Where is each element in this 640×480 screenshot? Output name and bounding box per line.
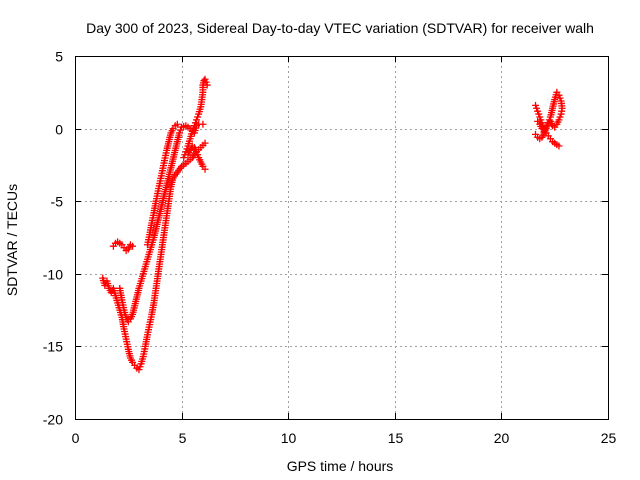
chart-title: Day 300 of 2023, Sidereal Day-to-day VTE…	[86, 20, 594, 36]
data-point-marker	[199, 120, 207, 128]
grid-layer	[75, 56, 608, 419]
x-tick-label: 5	[179, 430, 187, 446]
data-point-marker	[173, 120, 181, 128]
y-tick-label: -10	[43, 267, 63, 283]
data-point-marker	[201, 165, 209, 173]
y-axis-title: SDTVAR / TECUs	[4, 184, 20, 296]
x-tick-label: 10	[281, 430, 297, 446]
y-tick-label: -20	[43, 412, 63, 428]
data-series-2	[532, 88, 566, 150]
y-tick-label: -5	[51, 194, 64, 210]
data-point-marker	[201, 139, 209, 147]
plot-frame	[75, 56, 609, 420]
y-tick-label: 0	[55, 122, 63, 138]
y-tick-label: -15	[43, 339, 63, 355]
x-tick-label: 20	[494, 430, 510, 446]
data-point-marker	[203, 81, 211, 89]
x-tick-label: 15	[388, 430, 404, 446]
data-point-marker	[129, 242, 137, 250]
x-axis-title: GPS time / hours	[287, 458, 394, 474]
x-tick-label: 25	[601, 430, 617, 446]
data-point-marker	[534, 117, 542, 125]
axis-layer: 0 5 10 15 20 25 -20 -15 -10 -5 0 5	[43, 49, 617, 447]
data-layer	[99, 75, 566, 374]
x-tick-label: 0	[72, 430, 80, 446]
data-point-marker	[555, 142, 563, 150]
data-series-1	[99, 75, 211, 374]
y-tick-label: 5	[55, 49, 63, 65]
